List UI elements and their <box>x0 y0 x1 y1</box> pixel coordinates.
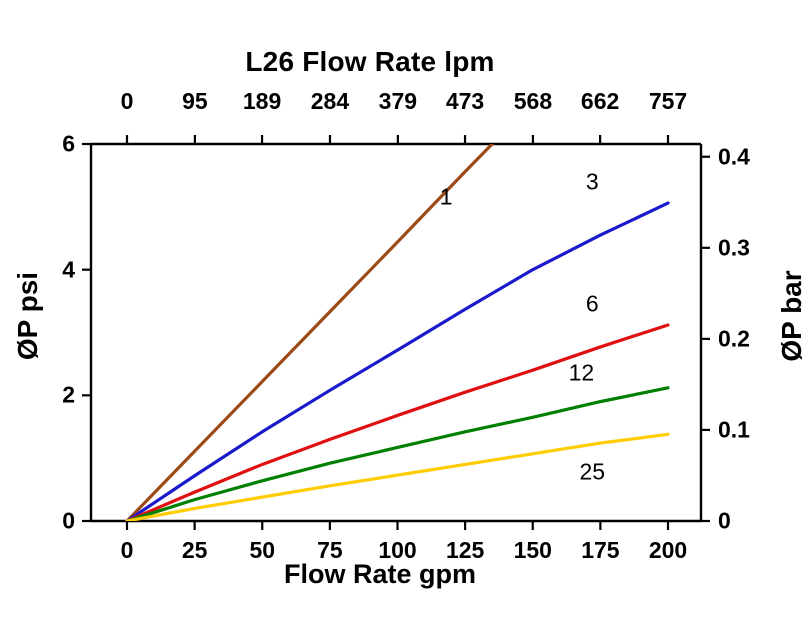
top-axis-title: L26 Flow Rate lpm <box>245 46 495 77</box>
series-line-3 <box>125 201 670 521</box>
series-line-12 <box>125 386 670 521</box>
series-line-6 <box>125 323 670 521</box>
series-line-25 <box>125 432 670 521</box>
data-series-group <box>125 144 670 521</box>
x-axis-title: Flow Rate gpm <box>283 559 476 589</box>
axis-ticks <box>82 135 710 530</box>
series-line-1 <box>125 144 494 521</box>
